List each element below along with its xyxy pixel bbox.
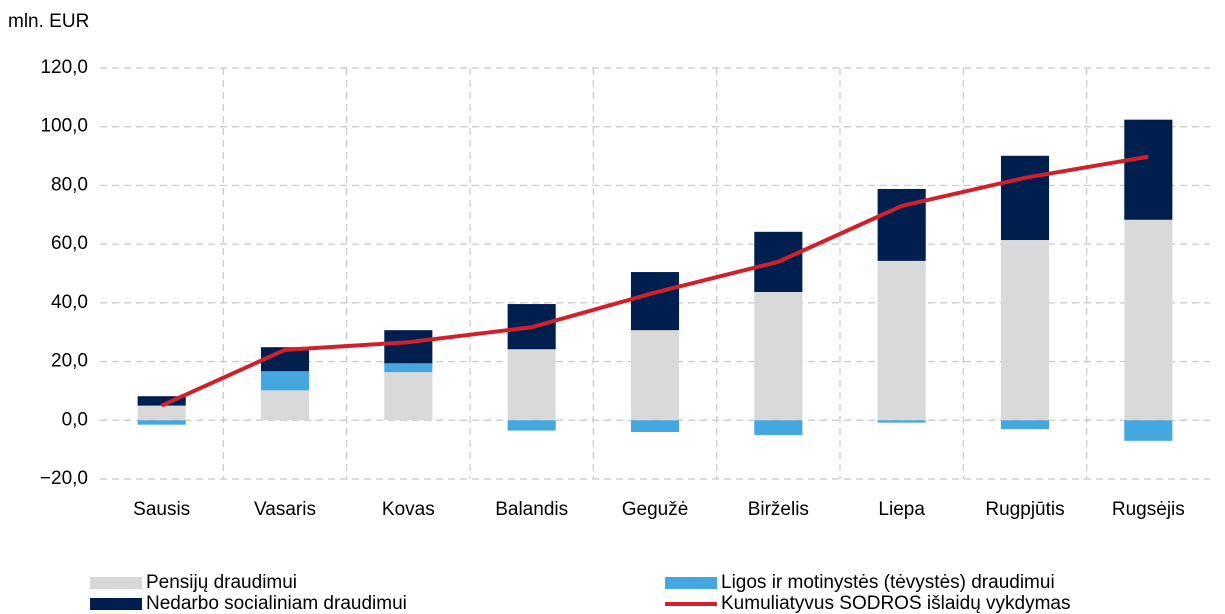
x-tick-label: Rugpjūtis [985,499,1064,520]
bar-segment [630,420,680,433]
bar-segment [507,420,556,431]
x-tick-label: Rugsėjis [1112,499,1185,520]
y-tick-label: 100,0 [40,116,88,137]
bar-segment [1000,155,1050,241]
legend-label: Kumuliatyvus SODROS išlaidų vykdymas [721,593,1071,614]
x-tick-label: Sausis [133,499,190,520]
y-axis-unit: mln. EUR [8,11,89,32]
bar-segment [384,372,433,421]
line [160,154,1149,408]
y-tick-label: 20,0 [51,351,88,372]
bar-segment [260,371,310,391]
legend-label: Ligos ir motinystės (tėvystės) draudimui [721,572,1055,593]
bar-segment [1000,240,1050,421]
bar-segment [137,420,186,425]
bar-segment [507,349,556,421]
bar-segment [754,420,803,435]
x-tick-label: Gegužė [622,499,689,520]
bar-segment [630,272,680,331]
bar-segment [137,405,186,421]
x-tick-label: Vasaris [254,499,316,520]
legend-label: Nedarbo socialiniam draudimui [146,593,407,614]
bar-segment [754,291,803,421]
bar-segment [1124,420,1173,441]
legend-label: Pensijų draudimui [146,572,297,593]
bar-segment [877,260,926,421]
bar-segment [877,188,926,261]
y-tick-label: 120,0 [40,57,88,78]
bar-segment [384,363,433,373]
bar-segment [1124,119,1173,220]
y-tick-label: 0,0 [62,409,88,430]
bar-segment [877,420,926,423]
bar-segment [1000,420,1050,430]
bar-segment [260,390,310,421]
legend-swatch [665,577,717,589]
legend-swatch [90,598,142,610]
x-tick-label: Kovas [382,499,435,520]
x-tick-label: Balandis [495,499,568,520]
bar-segment [384,330,433,364]
bar-segment [137,396,186,406]
x-tick-label: Liepa [878,499,925,520]
bar-segment [630,330,680,421]
x-tick-label: Birželis [748,499,809,520]
legend-swatch [90,577,142,589]
y-tick-label: 60,0 [51,233,88,254]
y-tick-label: 40,0 [51,292,88,313]
y-tick-label: −20,0 [40,468,88,489]
y-tick-label: 80,0 [51,174,88,195]
bar-segment [1124,219,1173,421]
